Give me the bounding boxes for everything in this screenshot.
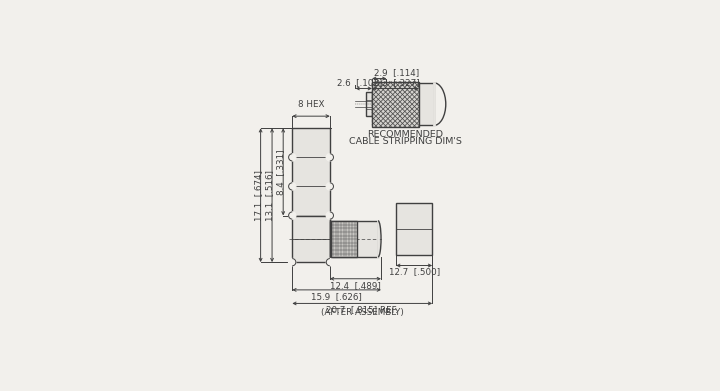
Text: 20.7  [.815] REF.: 20.7 [.815] REF.	[326, 305, 398, 314]
Text: 8.4  [.331]: 8.4 [.331]	[276, 149, 285, 195]
Circle shape	[289, 183, 296, 190]
Circle shape	[289, 258, 296, 266]
Text: RECOMMENDED: RECOMMENDED	[367, 130, 443, 139]
Circle shape	[326, 258, 333, 266]
Circle shape	[326, 154, 333, 161]
Circle shape	[289, 154, 296, 161]
Bar	[396, 203, 432, 255]
Circle shape	[326, 183, 333, 190]
Text: (AFTER ASSEMBLY): (AFTER ASSEMBLY)	[321, 308, 404, 317]
Text: 17.1  [.674]: 17.1 [.674]	[253, 170, 263, 221]
Text: CABLE STRIPPING DIM'S: CABLE STRIPPING DIM'S	[348, 137, 462, 146]
Text: 13.1  [.516]: 13.1 [.516]	[265, 170, 274, 221]
Text: 2.9  [.114]: 2.9 [.114]	[374, 68, 419, 77]
Text: 2.6  [.102]: 2.6 [.102]	[336, 79, 382, 88]
Text: 12.7  [.500]: 12.7 [.500]	[389, 267, 440, 276]
Bar	[292, 128, 330, 215]
Bar	[331, 221, 357, 257]
Circle shape	[326, 212, 333, 219]
Circle shape	[289, 212, 296, 219]
Text: 8 HEX: 8 HEX	[298, 100, 324, 109]
Text: 12.4  [.489]: 12.4 [.489]	[330, 281, 381, 290]
Bar	[372, 82, 418, 127]
Text: 15.9  [.626]: 15.9 [.626]	[311, 292, 362, 301]
Bar	[418, 83, 433, 126]
Bar	[292, 215, 330, 262]
Text: 8.3  [.327]: 8.3 [.327]	[374, 79, 420, 88]
Bar	[330, 221, 378, 257]
Bar	[366, 92, 372, 116]
Bar	[331, 222, 357, 256]
